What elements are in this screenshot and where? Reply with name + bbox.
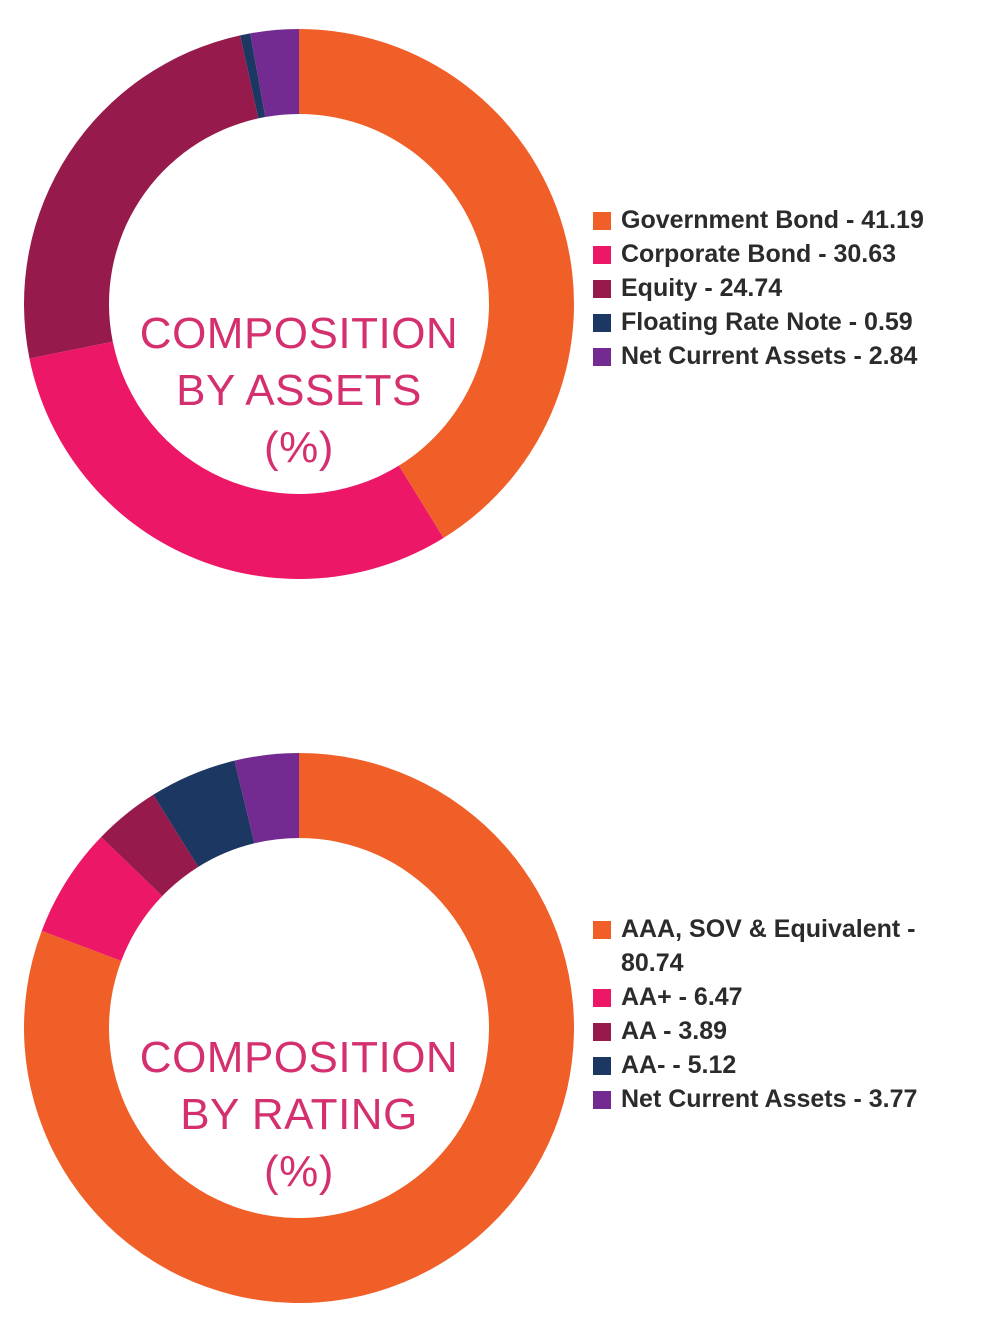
legend-swatch [593, 1091, 611, 1109]
legend-item: Net Current Assets - 2.84 [593, 339, 981, 373]
legend-swatch [593, 1057, 611, 1075]
assets-center-title-line-2: BY ASSETS [176, 366, 422, 415]
rating-legend: AAA, SOV & Equivalent - 80.74 AA+ - 6.47… [593, 912, 981, 1116]
donut-slice-aa [101, 794, 199, 897]
legend-item: Floating Rate Note - 0.59 [593, 305, 981, 339]
rating-center-title: COMPOSITION BY RATING (%) [109, 1029, 489, 1200]
legend-item: AA - 3.89 [593, 1014, 981, 1048]
legend-label: Net Current Assets - 2.84 [621, 342, 918, 370]
legend-item: AA- - 5.12 [593, 1048, 981, 1082]
legend-swatch [593, 212, 611, 230]
assets-donut [23, 29, 574, 580]
donut-slice-aa [153, 760, 255, 867]
donut-slice-corporate-bond [29, 341, 444, 580]
legend-item: AAA, SOV & Equivalent - 80.74 [593, 912, 981, 980]
legend-swatch [593, 314, 611, 332]
assets-legend: Government Bond - 41.19 Corporate Bond -… [593, 203, 981, 373]
legend-item: Government Bond - 41.19 [593, 203, 981, 237]
donut-slice-aa [41, 837, 163, 961]
donut-slice-government-bond [299, 29, 574, 538]
assets-center-title: COMPOSITION BY ASSETS (%) [109, 305, 489, 476]
assets-center-title-line-1: COMPOSITION [139, 309, 459, 358]
legend-swatch [593, 246, 611, 264]
composition-by-assets-chart: COMPOSITION BY ASSETS (%) Government Bon… [0, 0, 987, 620]
legend-label: AA+ - 6.47 [621, 983, 743, 1011]
composition-by-rating-chart: COMPOSITION BY RATING (%) AAA, SOV & Equ… [0, 720, 987, 1327]
assets-center-title-line-3: (%) [264, 423, 334, 472]
donut-slice-net-current-assets [250, 29, 299, 118]
donut-slice-equity [23, 35, 259, 359]
rating-donut [23, 753, 575, 1304]
rating-center-title-line-3: (%) [264, 1147, 334, 1196]
legend-label: Net Current Assets - 3.77 [621, 1085, 918, 1113]
legend-label: Floating Rate Note - 0.59 [621, 308, 913, 336]
legend-swatch [593, 989, 611, 1007]
legend-label: Equity - 24.74 [621, 274, 783, 302]
legend-label: AA- - 5.12 [621, 1051, 737, 1079]
legend-label: Government Bond - 41.19 [621, 206, 924, 234]
legend-item: Equity - 24.74 [593, 271, 981, 305]
legend-swatch [593, 280, 611, 298]
rating-center-title-line-1: COMPOSITION [139, 1033, 459, 1082]
rating-center-title-line-2: BY RATING [180, 1090, 418, 1139]
donut-slice-floating-rate-note [240, 33, 266, 119]
legend-swatch [593, 921, 611, 939]
legend-swatch [593, 1023, 611, 1041]
legend-label: Corporate Bond - 30.63 [621, 240, 897, 268]
legend-label: AA - 3.89 [621, 1017, 728, 1045]
legend-label: AAA, SOV & Equivalent - 80.74 [621, 915, 916, 977]
legend-item: Net Current Assets - 3.77 [593, 1082, 981, 1116]
legend-swatch [593, 348, 611, 366]
legend-item: AA+ - 6.47 [593, 980, 981, 1014]
donut-slice-aaa-sov-equivalent [23, 753, 575, 1304]
donut-slice-net-current-assets [234, 753, 299, 844]
legend-item: Corporate Bond - 30.63 [593, 237, 981, 271]
